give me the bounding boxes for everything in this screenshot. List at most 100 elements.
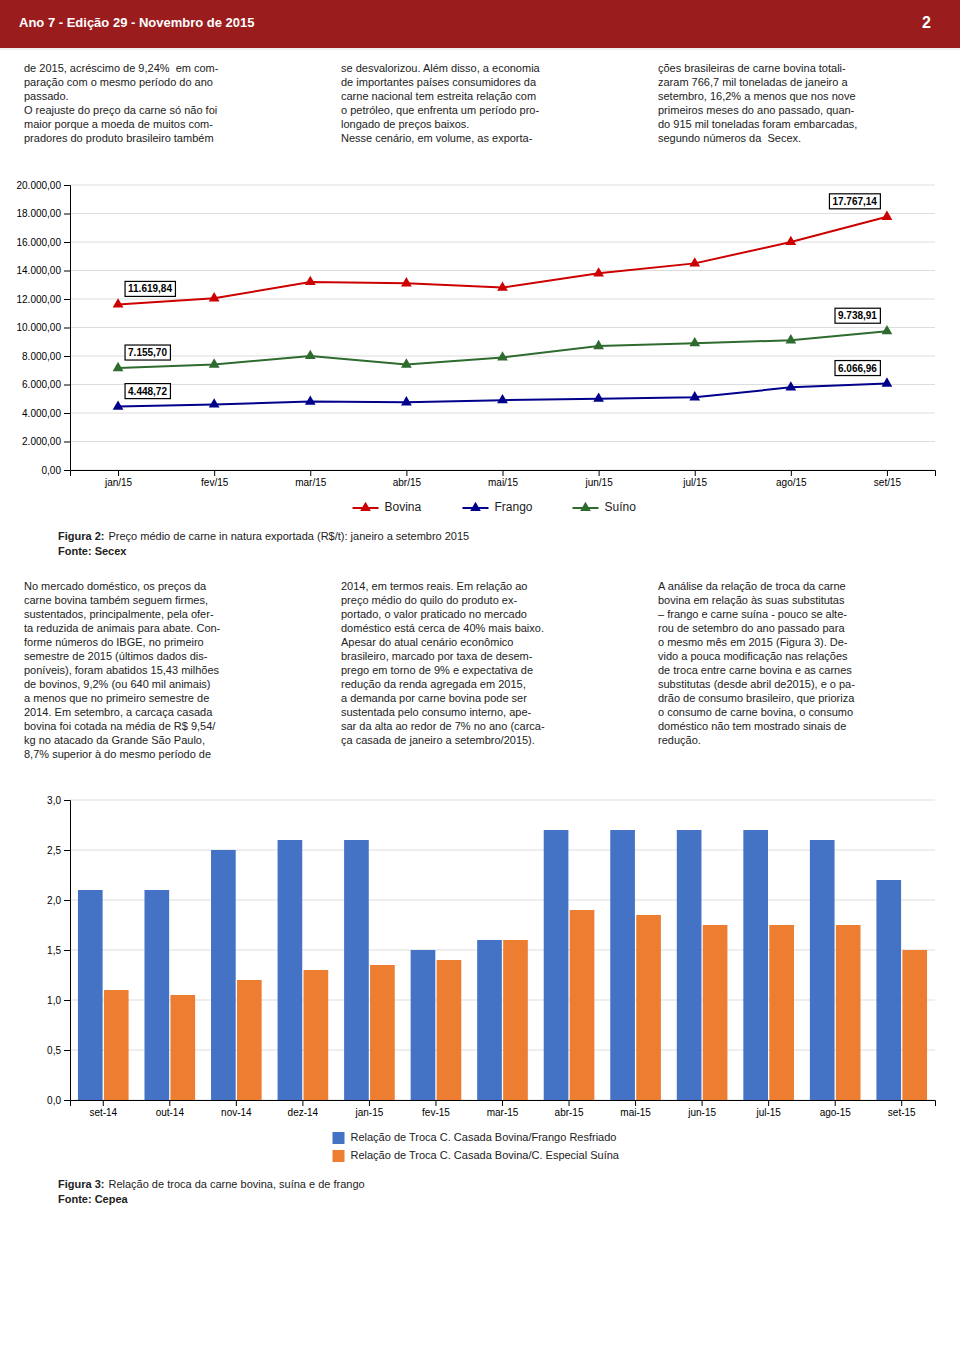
x-tick-mark [569, 1100, 570, 1106]
x-tick-label: jun-15 [687, 1107, 716, 1118]
y-tick-mark [64, 850, 70, 851]
text-line: se desvalorizou. Além disso, a economia [341, 62, 541, 74]
marker [689, 337, 700, 346]
grid-line [70, 327, 935, 328]
marker [305, 395, 316, 404]
x-tick: jul-15 [755, 1100, 781, 1118]
caption-source: Fonte: Cepea [58, 1193, 129, 1205]
x-tick: set-14 [89, 1100, 117, 1118]
x-tick-label: ago/15 [776, 477, 807, 488]
data-label-box [835, 308, 880, 323]
marker [113, 298, 124, 307]
bar-series [78, 830, 901, 1100]
text-line: A análise da relação de troca da carne [658, 580, 846, 592]
text-line: de 2015, acréscimo de 9,24% em com- [24, 62, 219, 74]
legend-item: Suíno [573, 500, 637, 514]
data-label-text: 9.738,91 [838, 310, 877, 321]
text-line: ça casada de janeiro a setembro/2015). [341, 734, 535, 746]
text-line: ta reduzida de animais para abate. Con- [24, 622, 221, 634]
x-tick: set-15 [888, 1100, 916, 1118]
y-tick: 2.000,00 [22, 436, 70, 447]
y-tick-mark [64, 328, 70, 329]
text-line: primeiros meses do ano passado, quan- [658, 104, 855, 116]
text-line: poníveis), foram abatidos 15,43 milhões [24, 664, 220, 676]
plot-area [78, 830, 927, 1100]
y-tick-label: 18.000,00 [17, 208, 62, 219]
legend: BovinaFrangoSuíno [353, 500, 637, 514]
data-label-text: 11.619,84 [128, 283, 172, 294]
x-tick-mark [768, 1100, 769, 1106]
y-axis: 0,002.000,004.000,006.000,008.000,0010.0… [17, 180, 71, 476]
grid [70, 185, 935, 470]
header-text: Ano 7 - Edição 29 - Novembro de 2015 [19, 15, 255, 30]
line [118, 384, 887, 407]
legend: Relação de Troca C. Casada Bovina/Frango… [333, 1131, 620, 1162]
x-tick-label: jul-15 [755, 1107, 781, 1118]
y-tick-mark [64, 470, 70, 471]
x-tick: jun-15 [687, 1100, 716, 1118]
x-tick-mark [103, 1100, 104, 1106]
marker [882, 325, 893, 334]
legend-label: Relação de Troca C. Casada Bovina/C. Esp… [351, 1149, 620, 1161]
x-tick: abr/15 [393, 470, 422, 488]
plot-area [113, 211, 893, 410]
y-tick-mark [64, 800, 70, 801]
marker [882, 211, 893, 220]
x-tick: dez-14 [288, 1100, 319, 1118]
marker [209, 398, 220, 407]
y-tick-mark [64, 413, 70, 414]
bar [769, 925, 794, 1100]
x-tick: jul/15 [682, 470, 707, 488]
x-tick-label: set-15 [888, 1107, 916, 1118]
bar [144, 890, 169, 1100]
x-tick-label: mai/15 [488, 477, 518, 488]
grid-line [70, 213, 935, 214]
text-line: redução. [658, 734, 701, 746]
x-tick-mark [118, 470, 119, 476]
text-line: zaram 766,7 mil toneladas de janeiro a [658, 76, 848, 88]
x-tick-mark [310, 470, 311, 476]
marker [209, 358, 220, 367]
x-tick-mark [599, 470, 600, 476]
y-tick-label: 16.000,00 [17, 237, 62, 248]
legend-item: Frango [463, 500, 533, 514]
bar [503, 940, 528, 1100]
text-line: paração com o mesmo período do ano [24, 76, 213, 88]
grid-line [70, 413, 935, 414]
x-tick-label: jul/15 [682, 477, 707, 488]
bar [636, 915, 661, 1100]
text-line: Nesse cenário, em volume, as exporta- [341, 132, 533, 144]
page-background [0, 0, 960, 1358]
x-tick-mark [502, 1100, 503, 1106]
y-tick-mark [64, 950, 70, 951]
y-tick: 1,0 [47, 995, 70, 1006]
marker [401, 396, 412, 405]
y-tick-mark [64, 214, 70, 215]
caption-source: Fonte: Secex [58, 545, 127, 557]
x-tick: mar-15 [487, 1100, 519, 1118]
y-tick: 1,5 [47, 945, 70, 956]
legend-marker [580, 502, 591, 511]
text-line: bovina foi cotada na média de R$ 9,54/ [24, 720, 216, 732]
y-tick-mark [64, 442, 70, 443]
x-tick-label: abr/15 [393, 477, 422, 488]
line-series [113, 377, 893, 409]
y-tick: 2,5 [47, 845, 70, 856]
text-line: 2014. Em setembro, a carcaça casada [24, 706, 213, 718]
bar [278, 840, 303, 1100]
legend-label: Suíno [605, 500, 637, 514]
text-column: se desvalorizou. Além disso, a economia d… [341, 62, 541, 144]
x-tick-label: nov-14 [221, 1107, 252, 1118]
y-tick-label: 0,0 [47, 1095, 61, 1106]
bar [370, 965, 395, 1100]
text-line: sar da alta ao redor de 7% no ano (carca… [341, 720, 545, 732]
bar [437, 960, 462, 1100]
marker [113, 400, 124, 409]
x-tick-label: jan-15 [355, 1107, 384, 1118]
bar [304, 970, 329, 1100]
text-line: de importantes países consumidores da [341, 76, 537, 88]
x-tick: mai/15 [488, 470, 518, 488]
marker [593, 340, 604, 349]
bar [237, 980, 262, 1100]
y-tick-mark [64, 1000, 70, 1001]
